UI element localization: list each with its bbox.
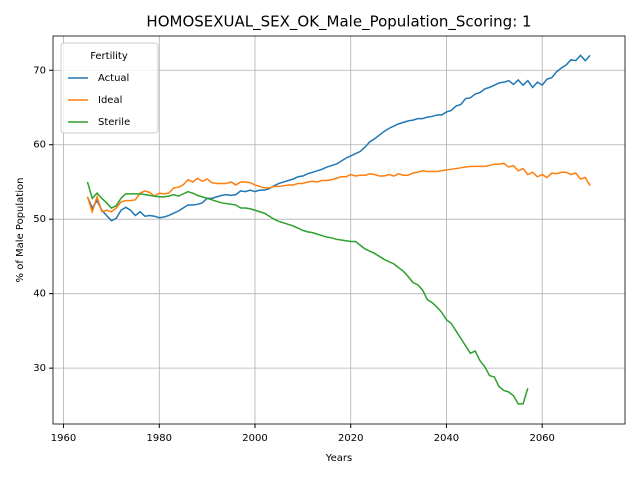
- x-tick-label: 1960: [51, 433, 76, 444]
- y-tick-label: 70: [33, 65, 46, 76]
- y-tick-label: 40: [33, 289, 46, 300]
- legend-title: Fertility: [90, 51, 128, 62]
- x-tick-label: 2020: [338, 433, 363, 444]
- x-tick-label: 2060: [529, 433, 554, 444]
- data-line: [86, 162, 591, 215]
- x-tick-label: 2000: [242, 433, 267, 444]
- x-tick-label: 1980: [147, 433, 172, 444]
- y-axis-label: % of Male Population: [15, 178, 26, 283]
- plot-frame: [52, 35, 626, 425]
- legend-box: [60, 42, 159, 134]
- data-line: [86, 54, 591, 222]
- x-tick-label: 2040: [434, 433, 459, 444]
- legend: Fertility Actual Ideal Sterile: [60, 42, 159, 134]
- legend-label: Actual: [98, 73, 129, 84]
- data-line: [86, 181, 529, 405]
- y-tick-label: 30: [33, 363, 46, 374]
- x-axis-label: Years: [325, 453, 352, 464]
- y-tick-label: 60: [33, 140, 46, 151]
- chart-title: HOMOSEXUAL_SEX_OK_Male_Population_Scorin…: [146, 13, 531, 32]
- legend-label: Ideal: [98, 95, 122, 106]
- y-tick-label: 50: [33, 214, 46, 225]
- legend-label: Sterile: [98, 117, 130, 128]
